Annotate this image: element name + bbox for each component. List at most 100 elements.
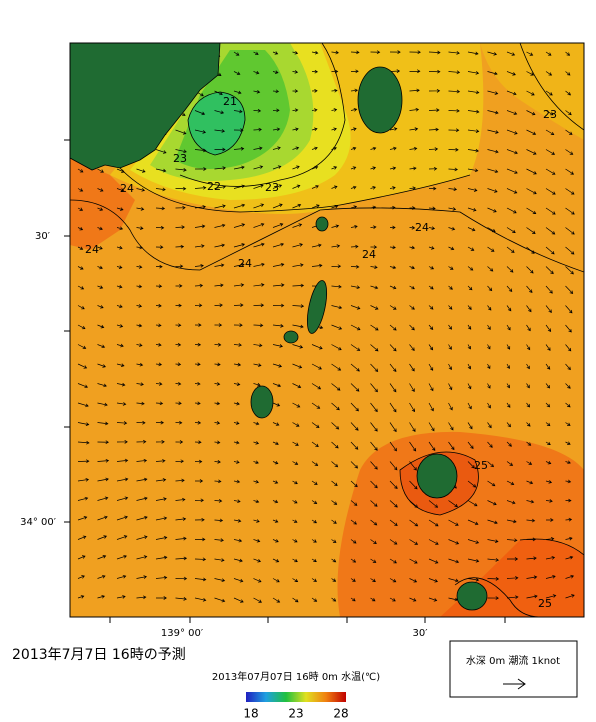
- current-arrow: [350, 50, 360, 55]
- current-arrow: [175, 497, 186, 502]
- contour-label: 24: [85, 243, 99, 256]
- current-arrow: [428, 344, 434, 351]
- current-arrow: [428, 246, 435, 250]
- current-arrow: [487, 266, 494, 272]
- current-arrow: [545, 207, 556, 215]
- current-arrow: [545, 537, 555, 541]
- current-arrow: [292, 304, 305, 308]
- contours: [70, 43, 584, 617]
- current-arrow: [175, 420, 183, 425]
- current-arrow: [526, 594, 538, 599]
- current-arrow: [116, 284, 123, 289]
- current-arrow: [77, 324, 86, 330]
- current-arrow: [97, 305, 104, 309]
- current-arrow: [506, 344, 511, 350]
- current-arrow: [77, 496, 89, 501]
- current-arrow: [467, 90, 480, 95]
- current-arrow: [331, 363, 342, 371]
- current-arrow: [428, 558, 439, 564]
- current-arrow: [97, 285, 104, 289]
- current-arrow: [272, 539, 279, 543]
- current-arrow: [467, 383, 472, 390]
- cool-zone: [188, 92, 245, 155]
- current-arrow: [565, 207, 575, 215]
- current-arrow: [253, 242, 265, 248]
- current-arrow: [526, 363, 530, 370]
- current-arrow: [565, 188, 575, 195]
- current-arrow: [272, 480, 279, 484]
- contour: [519, 43, 584, 131]
- current-arrow: [526, 480, 534, 485]
- current-arrow: [448, 167, 458, 172]
- current-arrow: [97, 421, 109, 426]
- current-arrow: [175, 225, 185, 229]
- current-arrow: [428, 402, 434, 412]
- current-arrow: [428, 519, 439, 527]
- current-arrow: [467, 305, 472, 310]
- current-arrow: [77, 266, 84, 270]
- current-arrow: [77, 575, 85, 579]
- current-arrow: [272, 242, 285, 248]
- current-arrow: [526, 422, 531, 427]
- current-arrow: [77, 246, 84, 250]
- current-arrow: [77, 595, 85, 599]
- current-arrow: [428, 127, 439, 132]
- current-arrow: [565, 479, 572, 484]
- current-arrow: [467, 71, 480, 75]
- current-arrow: [565, 574, 575, 579]
- current-arrow: [350, 324, 361, 331]
- current-arrow: [155, 206, 166, 211]
- current-arrow: [292, 597, 299, 603]
- current-arrow: [428, 266, 435, 270]
- current-arrow: [214, 362, 221, 367]
- map: 21 22 23 23 24 24 24 24 24 23 25 25: [70, 43, 584, 617]
- current-arrow: [409, 519, 419, 527]
- current-arrow: [233, 479, 241, 484]
- current-arrow: [506, 90, 517, 96]
- current-arrow: [409, 500, 419, 508]
- current-arrow: [194, 577, 207, 582]
- current-arrow: [311, 243, 322, 248]
- current-arrow: [487, 422, 492, 429]
- current-arrow: [272, 460, 279, 465]
- warm-zone: [70, 158, 135, 250]
- current-arrow: [272, 363, 283, 368]
- current-arrow: [370, 461, 378, 470]
- current-arrow: [194, 517, 205, 522]
- current-arrow: [487, 383, 491, 389]
- current-arrow: [506, 500, 516, 505]
- current-arrow: [389, 597, 396, 602]
- current-arrow: [428, 166, 438, 171]
- current-arrow: [194, 401, 201, 406]
- current-arrow: [272, 262, 285, 267]
- current-arrow: [194, 557, 207, 562]
- current-arrow: [506, 324, 511, 331]
- current-arrow: [350, 69, 359, 74]
- current-arrow: [214, 110, 225, 115]
- current-arrow: [487, 363, 491, 370]
- current-arrow: [526, 246, 535, 254]
- current-arrow: [116, 477, 129, 482]
- current-arrow: [155, 343, 162, 347]
- current-arrow: [506, 363, 510, 370]
- current-arrow: [97, 168, 104, 173]
- current-arrow: [350, 597, 356, 602]
- legend-arrow: [503, 678, 526, 690]
- current-arrow: [370, 363, 379, 372]
- contour: [187, 91, 246, 156]
- current-arrow: [428, 383, 434, 392]
- current-arrow: [526, 51, 534, 56]
- current-arrow: [428, 108, 440, 112]
- current-arrow: [331, 461, 339, 468]
- current-arrow: [487, 90, 499, 95]
- current-arrow: [77, 168, 84, 173]
- current-arrow: [389, 146, 397, 151]
- current-arrow: [565, 305, 573, 314]
- current-arrow: [350, 344, 361, 351]
- current-arrow: [506, 168, 518, 174]
- current-arrow: [292, 165, 300, 170]
- contour-label: 25: [474, 459, 488, 472]
- current-arrow: [233, 460, 240, 464]
- current-arrow: [292, 422, 300, 427]
- current-arrow: [175, 168, 187, 172]
